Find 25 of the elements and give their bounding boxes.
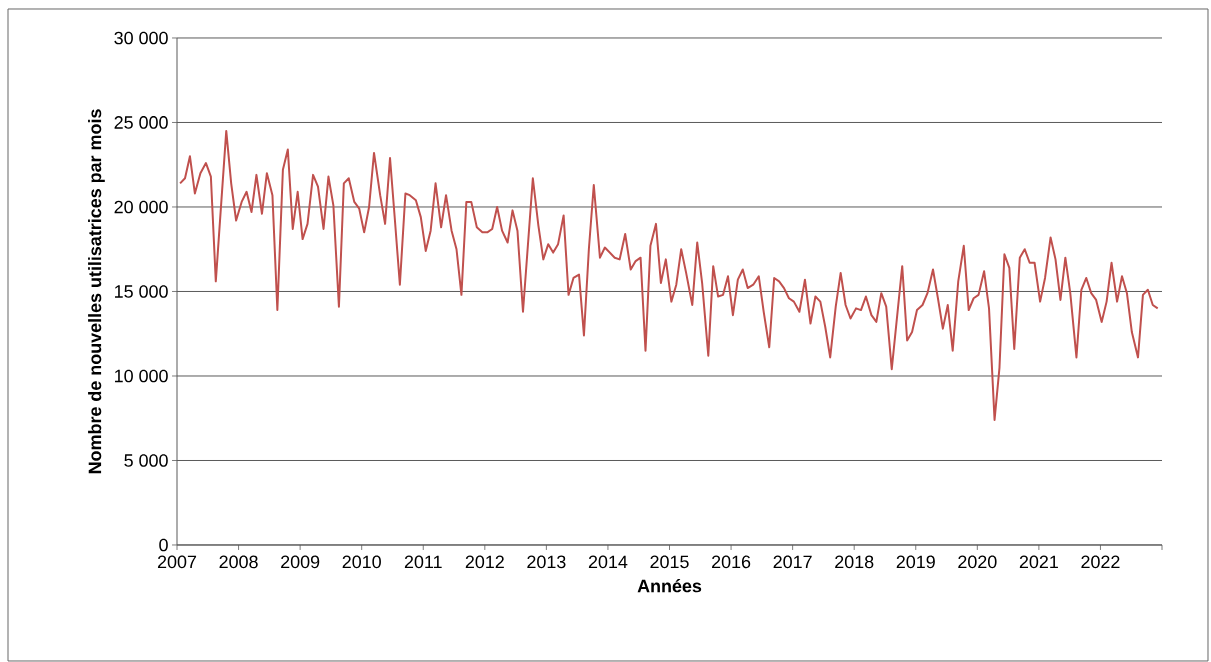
x-tick-label: 2013 [527,555,566,569]
y-axis-title: Nombre de nouvelles utilisatrices par mois [88,109,105,474]
x-tick-label: 2010 [342,555,381,569]
y-tick-label: 15 000 [115,285,168,298]
y-tick-label: 10 000 [115,369,168,383]
y-tick-label: 0 [159,538,168,552]
x-tick-label: 2019 [896,555,935,569]
y-tick-label: 25 000 [114,116,168,129]
y-tick-label: 5 000 [124,454,168,467]
x-tick-label: 2020 [958,555,997,569]
x-tick-label: 2015 [650,555,689,569]
x-tick-label: 2016 [712,555,751,569]
y-tick-label: 20 000 [114,200,168,214]
x-tick-label: 2021 [1019,555,1058,569]
x-tick-label: 2012 [465,555,504,569]
y-tick-label: 30 000 [114,31,168,45]
x-tick-label: 2022 [1081,555,1120,569]
x-tick-label: 2017 [773,555,812,569]
x-tick-label: 2018 [835,555,874,569]
x-tick-label: 2009 [281,555,320,569]
x-tick-label: 2007 [157,555,197,569]
x-tick-label: 2014 [588,555,628,569]
x-tick-label: 2011 [404,555,442,569]
x-tick-label: 2008 [219,555,258,569]
x-axis-title: Années [637,579,702,593]
